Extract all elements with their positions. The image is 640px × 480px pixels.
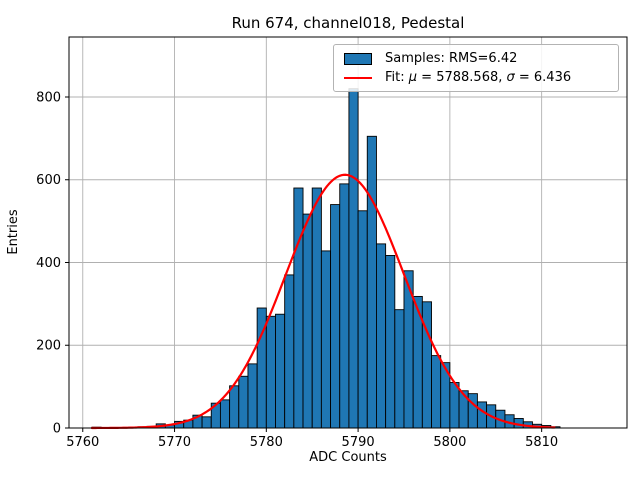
- histogram-bar: [385, 255, 396, 429]
- x-tick-label: 5770: [158, 435, 191, 450]
- x-tick-label: 5790: [342, 435, 375, 450]
- histogram-bar: [476, 401, 488, 429]
- x-tick-label: 5780: [250, 435, 283, 450]
- histogram-bar: [265, 315, 276, 429]
- legend-fit-label: Fit: μ = 5788.568, σ = 6.436: [385, 71, 571, 84]
- histogram-bar: [366, 135, 377, 429]
- x-axis-label: ADC Counts: [309, 450, 387, 465]
- histogram-bar: [311, 187, 322, 429]
- histogram-bar: [339, 183, 350, 429]
- histogram-bar: [275, 313, 286, 429]
- histogram-bar: [449, 382, 460, 429]
- legend-entry-fit: Fit: μ = 5788.568, σ = 6.436: [344, 68, 609, 87]
- y-tick-label: 400: [36, 256, 61, 271]
- histogram-bar: [330, 204, 341, 429]
- x-tick-label: 5810: [525, 435, 558, 450]
- histogram-bar: [348, 88, 359, 429]
- y-tick-label: 800: [36, 90, 61, 105]
- histogram-bar: [421, 301, 432, 429]
- fit-line-icon: [344, 76, 372, 79]
- samples-swatch-icon: [344, 52, 372, 65]
- histogram-bar: [247, 363, 258, 429]
- x-tick-label: 5800: [433, 435, 466, 450]
- y-axis-label: Entries: [6, 209, 21, 255]
- histogram-bar: [357, 210, 368, 429]
- fit-sigma-value: = 6.436: [514, 70, 572, 85]
- y-tick-label: 200: [36, 339, 61, 354]
- y-tick-label: 600: [36, 173, 61, 188]
- histogram-bar: [238, 375, 249, 429]
- histogram-bar: [431, 355, 442, 429]
- histogram-bar: [320, 250, 332, 429]
- histogram-bar: [201, 416, 212, 429]
- histogram-bar: [467, 393, 478, 429]
- plot-frame: [68, 36, 628, 429]
- fit-sigma-symbol: σ: [506, 70, 515, 85]
- fit-mu-value: = 5788.568,: [417, 70, 507, 85]
- axes: 5760 5770 5780 5790 5800 5810 0 200 400 600 800: [36, 36, 628, 450]
- y-tick-label: 0: [53, 422, 61, 437]
- fit-prefix: Fit:: [385, 70, 409, 85]
- plot-title: Run 674, channel018, Pedestal: [232, 14, 465, 32]
- histogram-bar: [284, 274, 295, 429]
- histogram-bar: [219, 399, 231, 429]
- fit-mu-symbol: μ: [408, 70, 418, 85]
- fit-curve: [90, 173, 556, 430]
- histogram-bar: [394, 309, 405, 429]
- histogram-bars: [91, 88, 561, 429]
- legend-samples-label: Samples: RMS=6.42: [385, 51, 518, 66]
- x-tick-label: 5760: [66, 435, 99, 450]
- legend-entry-samples: Samples: RMS=6.42: [344, 49, 609, 68]
- legend: Samples: RMS=6.42 Fit: μ = 5788.568, σ =…: [333, 44, 619, 92]
- histogram-bar: [376, 243, 387, 429]
- gaussian-fit-curve: [90, 173, 556, 430]
- histogram-bar: [302, 213, 313, 429]
- histogram-bar: [293, 187, 304, 429]
- histogram-bar: [229, 385, 240, 429]
